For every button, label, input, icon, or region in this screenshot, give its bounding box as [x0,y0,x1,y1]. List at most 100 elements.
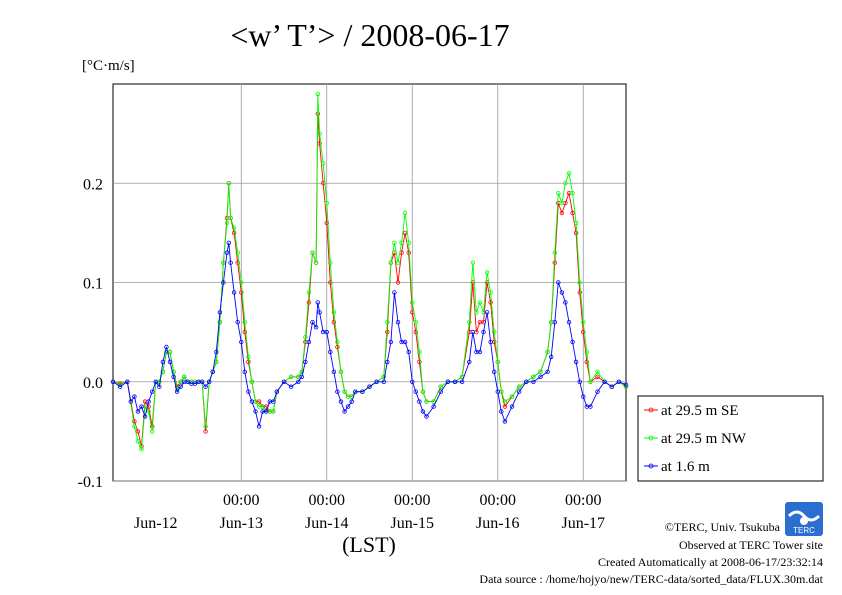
data-point [367,384,372,389]
data-point [224,220,230,226]
legend: at 29.5 m SE at 29.5 m NW at 1.6 m [637,395,824,482]
data-point [488,339,493,345]
data-point [228,260,233,265]
x-tick-time-label: 00:00 [480,492,516,509]
data-point [217,310,223,315]
data-point [345,404,351,409]
data-point [203,429,208,434]
data-point [573,220,579,226]
data-point [549,354,554,360]
data-point [420,409,426,414]
data-point [256,424,262,429]
data-point [609,384,614,389]
data-point [573,230,579,236]
data-point [445,379,451,384]
data-point [410,379,415,384]
data-point [264,409,269,414]
data-point [410,300,415,305]
data-point [335,389,340,394]
data-point [477,349,483,355]
data-point [160,359,166,365]
x-tick-time-label: 00:00 [394,492,430,509]
data-point [321,161,326,166]
data-point [381,379,386,384]
data-point [588,379,593,384]
data-point [545,369,550,374]
data-point [556,280,561,285]
data-point [524,379,529,384]
data-point [132,394,137,399]
data-point [199,379,205,384]
data-point [395,320,401,325]
logo-drop-icon [800,517,808,525]
data-point [395,280,401,285]
data-point [566,320,572,325]
data-point [413,329,418,335]
data-point [395,260,401,265]
data-point [221,280,226,285]
data-point [559,210,565,216]
data-point [502,399,508,404]
data-point [424,414,429,419]
data-point [331,369,337,374]
data-point [552,320,557,325]
data-point [235,320,240,325]
data-point [146,399,151,404]
data-point [595,389,600,394]
data-point [260,404,265,409]
data-point [132,424,137,429]
data-point [342,409,347,414]
data-point [125,379,130,384]
footer-source: Data source : /home/hojyo/new/TERC-data/… [479,572,823,586]
data-point [385,329,390,335]
data-point [402,339,408,345]
data-point [239,280,244,285]
series-line [112,242,627,427]
data-point [385,359,390,365]
data-point [581,320,586,325]
data-point [452,379,458,384]
terc-logo: TERC [785,502,823,536]
data-point [584,349,589,355]
data-point [484,310,490,315]
data-point [438,389,443,394]
logo-text: TERC [793,526,815,535]
data-point [588,404,593,409]
data-point [324,220,329,226]
data-point [566,171,572,176]
data-point [338,399,344,404]
data-point [563,300,568,305]
data-point [623,382,629,387]
data-point [306,300,312,305]
data-point [164,344,169,350]
data-point [242,329,247,335]
y-tick-label: 0.0 [83,375,103,392]
data-point [559,290,565,295]
data-point [595,374,600,379]
data-point [342,389,347,394]
data-point [595,369,600,374]
data-point [310,250,315,255]
data-point [420,389,426,394]
data-point [310,320,315,325]
data-point [470,260,475,265]
legend-label: at 29.5 m NW [661,431,747,447]
data-point [402,210,408,216]
data-point [306,290,312,295]
data-point [328,349,333,355]
data-point [488,300,493,305]
data-point [117,384,123,389]
footer-copyright: ©TERC, Univ. Tsukuba [665,520,781,534]
data-point [531,379,536,384]
data-point [349,399,354,404]
x-tick-time-label: 00:00 [565,492,601,509]
data-point [406,240,411,245]
data-point [174,389,180,394]
data-point [499,409,504,414]
data-point [185,379,190,384]
data-point [556,190,561,196]
data-point [570,210,575,216]
data-point [217,320,223,325]
data-point [226,180,231,186]
